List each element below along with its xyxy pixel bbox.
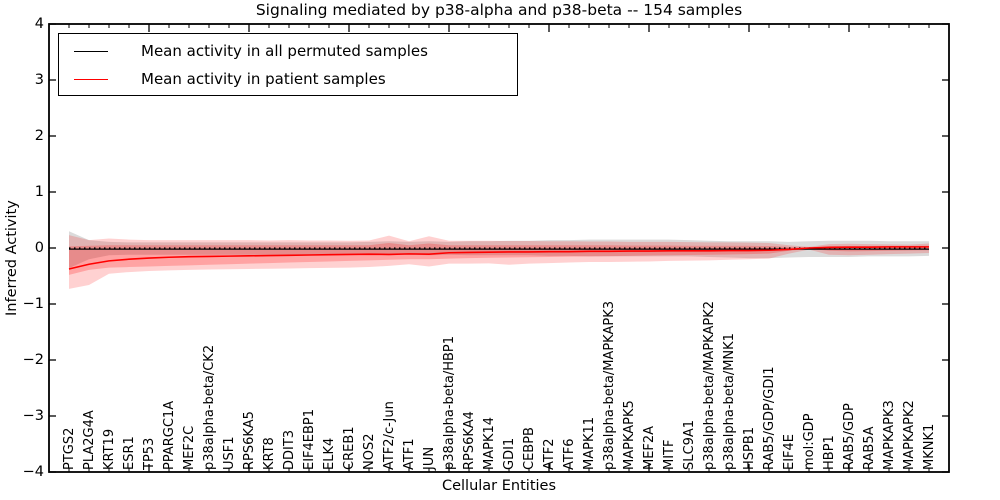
x-tick-label: p38alpha-beta/HBP1 (442, 335, 457, 470)
x-tick-label: MAPKAPK3 (882, 400, 897, 470)
chart-title: Signaling mediated by p38-alpha and p38-… (255, 1, 743, 19)
x-tick-label: RAB5/GDP/GDI1 (762, 366, 777, 470)
x-tick-label: MAPK14 (482, 416, 497, 470)
x-tick-label: JUN (422, 446, 437, 470)
x-tick-label: SLC9A1 (682, 419, 697, 470)
x-tick-label: mol:GDP (802, 413, 817, 470)
x-tick-label: ATF2/c-Jun (382, 401, 397, 470)
y-tick-label: −3 (22, 408, 44, 424)
legend-item-permuted: Mean activity in all permuted samples (59, 37, 428, 65)
y-tick-label: 0 (34, 240, 44, 256)
y-tick-label: 2 (34, 128, 44, 144)
x-tick-label: MITF (662, 439, 677, 470)
x-axis-label: Cellular Entities (441, 478, 557, 494)
legend-label-permuted: Mean activity in all permuted samples (141, 42, 428, 60)
x-tick-label: MEF2A (642, 425, 657, 470)
x-tick-label: RPS6KA4 (462, 411, 477, 470)
x-tick-label: CEBPB (522, 427, 537, 470)
x-tick-label: KRT8 (262, 437, 277, 470)
x-tick-label: MEF2C (182, 425, 197, 470)
x-tick-label: RAB5A (862, 426, 877, 470)
x-tick-label: ELK4 (322, 437, 337, 470)
x-tick-label: ATF6 (562, 438, 577, 470)
x-tick-label: PLA2G4A (82, 410, 97, 470)
x-tick-label: HBP1 (822, 435, 837, 470)
legend-line-patient-icon (74, 78, 108, 80)
x-tick-label: p38alpha-beta/MNK1 (722, 333, 737, 470)
x-tick-label: EIF4E (782, 433, 797, 470)
x-tick-label: p38alpha-beta/MAPKAPK2 (702, 301, 717, 470)
x-tick-label: PTGS2 (62, 427, 77, 470)
x-tick-label: p38alpha-beta/CK2 (202, 344, 217, 470)
x-tick-label: NOS2 (362, 433, 377, 470)
y-tick-label: −4 (22, 464, 44, 480)
x-tick-label: GDI1 (502, 437, 517, 470)
legend: Mean activity in all permuted samples Me… (58, 33, 518, 96)
legend-item-patient: Mean activity in patient samples (59, 65, 386, 93)
y-tick-label: 1 (34, 184, 44, 200)
x-tick-label: MAPK11 (582, 416, 597, 470)
x-tick-label: DDIT3 (282, 429, 297, 470)
x-tick-label: p38alpha-beta/MAPKAPK3 (602, 301, 617, 470)
x-tick-label: PPARGC1A (162, 400, 177, 470)
y-tick-label: 4 (34, 16, 44, 32)
y-tick-label: −2 (22, 352, 44, 368)
x-tick-label: EIF4EBP1 (302, 408, 317, 470)
patient-mean-line (68, 246, 929, 270)
legend-label-patient: Mean activity in patient samples (141, 70, 386, 88)
x-tick-label: ESR1 (122, 436, 137, 470)
x-tick-label: CREB1 (342, 426, 357, 470)
x-tick-label: TP53 (142, 437, 157, 470)
legend-line-permuted-icon (74, 50, 108, 52)
x-tick-label: ATF1 (402, 438, 417, 470)
y-tick-label: 3 (34, 72, 44, 88)
y-tick-label: −1 (22, 296, 44, 312)
x-tick-label: USF1 (222, 436, 237, 470)
x-tick-label: KRT19 (102, 428, 117, 470)
x-tick-label: RPS6KA5 (242, 411, 257, 470)
x-tick-label: RAB5/GDP (842, 403, 857, 470)
x-tick-label: HSPB1 (742, 426, 757, 470)
x-tick-label: MAPKAPK5 (622, 400, 637, 470)
x-tick-label: MKNK1 (922, 423, 937, 470)
x-tick-label: ATF2 (542, 438, 557, 470)
x-tick-label: MAPKAPK2 (902, 400, 917, 470)
